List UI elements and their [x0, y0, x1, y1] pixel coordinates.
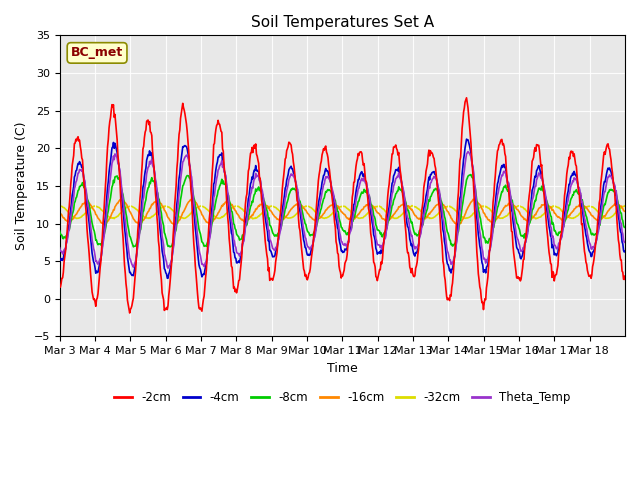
- Legend: -2cm, -4cm, -8cm, -16cm, -32cm, Theta_Temp: -2cm, -4cm, -8cm, -16cm, -32cm, Theta_Te…: [109, 386, 575, 409]
- Y-axis label: Soil Temperature (C): Soil Temperature (C): [15, 121, 28, 250]
- X-axis label: Time: Time: [327, 362, 358, 375]
- Text: BC_met: BC_met: [71, 47, 124, 60]
- Title: Soil Temperatures Set A: Soil Temperatures Set A: [251, 15, 434, 30]
